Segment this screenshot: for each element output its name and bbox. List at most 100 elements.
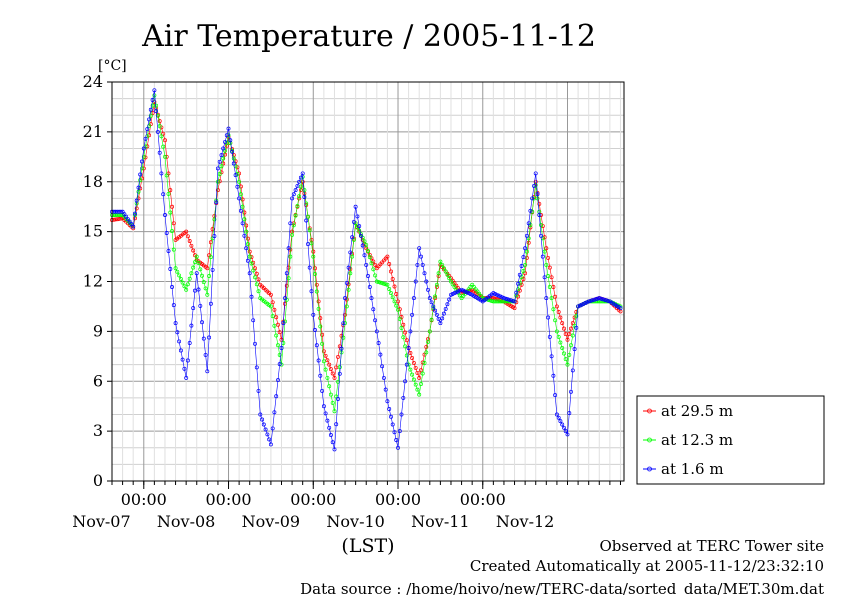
data-point <box>311 312 316 317</box>
data-point <box>320 388 325 393</box>
data-point <box>468 292 473 296</box>
data-point <box>341 321 346 326</box>
data-point <box>387 407 392 411</box>
data-point <box>413 365 418 370</box>
data-point <box>163 138 167 143</box>
data-point <box>567 352 572 357</box>
data-point <box>546 274 551 278</box>
data-point <box>524 233 529 238</box>
data-point <box>161 192 166 197</box>
data-point <box>332 447 337 452</box>
data-point <box>524 249 529 254</box>
data-point <box>256 277 261 282</box>
data-point <box>503 296 508 301</box>
data-point <box>526 236 531 241</box>
data-point <box>420 262 425 267</box>
data-point <box>606 298 611 303</box>
data-point <box>253 341 257 346</box>
data-point <box>309 241 314 246</box>
data-point <box>270 314 275 319</box>
data-point <box>364 262 369 267</box>
data-point <box>180 357 185 362</box>
data-point <box>155 129 160 134</box>
data-point <box>447 276 452 281</box>
data-point <box>523 246 528 251</box>
y-tick-label: 21 <box>83 122 103 141</box>
data-point <box>134 206 139 211</box>
data-point <box>404 362 409 367</box>
data-point <box>438 321 443 326</box>
data-point <box>523 262 528 267</box>
data-point <box>556 415 561 420</box>
data-point <box>553 318 558 323</box>
data-point <box>201 280 206 285</box>
data-point <box>551 285 556 289</box>
data-point <box>367 285 372 289</box>
data-point <box>450 282 455 287</box>
data-point <box>434 312 439 317</box>
series-3 <box>110 88 623 452</box>
data-point <box>496 299 501 304</box>
data-point <box>140 166 144 171</box>
data-point <box>290 232 295 237</box>
data-point <box>604 298 609 303</box>
data-point <box>288 221 293 226</box>
data-point <box>512 306 517 311</box>
data-point <box>336 397 340 401</box>
data-point <box>373 262 378 267</box>
data-point <box>410 312 415 317</box>
data-point <box>284 283 289 288</box>
data-point <box>133 211 137 216</box>
data-point <box>113 209 118 214</box>
data-point <box>546 315 551 320</box>
data-point <box>245 258 250 263</box>
data-point <box>178 348 183 353</box>
data-point <box>247 254 252 259</box>
grid <box>112 82 624 481</box>
data-point <box>300 179 305 184</box>
data-point <box>330 371 335 376</box>
data-point <box>191 306 196 311</box>
data-point <box>249 294 254 299</box>
data-point <box>493 296 498 301</box>
data-point <box>549 354 554 359</box>
data-point <box>193 288 197 293</box>
data-point <box>562 351 566 356</box>
data-point <box>168 210 173 215</box>
x-time-label: 00:00 <box>460 490 506 509</box>
data-point <box>268 304 273 309</box>
data-point <box>404 338 409 343</box>
data-point <box>542 249 547 254</box>
data-point <box>251 318 256 323</box>
data-point <box>436 316 441 321</box>
data-point <box>120 209 125 214</box>
data-point <box>141 146 146 151</box>
data-point <box>171 247 176 252</box>
data-point <box>242 210 247 215</box>
x-time-label: 00:00 <box>205 490 251 509</box>
data-point <box>148 107 153 112</box>
data-point <box>366 249 370 253</box>
data-point <box>406 346 411 350</box>
data-point <box>362 239 367 244</box>
data-point <box>394 303 399 308</box>
data-point <box>193 260 197 265</box>
data-point <box>187 341 192 345</box>
data-point <box>307 228 312 232</box>
legend: at 29.5 m at 12.3 m at 1.6 m <box>636 395 825 485</box>
data-point <box>408 351 413 355</box>
data-point <box>274 394 279 399</box>
data-point <box>366 274 370 278</box>
data-point <box>217 159 222 164</box>
data-point <box>509 298 513 303</box>
data-point <box>283 296 287 301</box>
data-point <box>567 332 572 337</box>
data-point <box>343 296 347 301</box>
footer-created: Created Automatically at 2005-11-12/23:3… <box>470 557 824 575</box>
data-point <box>563 357 568 362</box>
data-point <box>177 273 182 278</box>
data-point <box>493 292 498 296</box>
data-point <box>138 178 143 183</box>
x-time-label: 00:00 <box>290 490 336 509</box>
data-point <box>268 292 273 297</box>
